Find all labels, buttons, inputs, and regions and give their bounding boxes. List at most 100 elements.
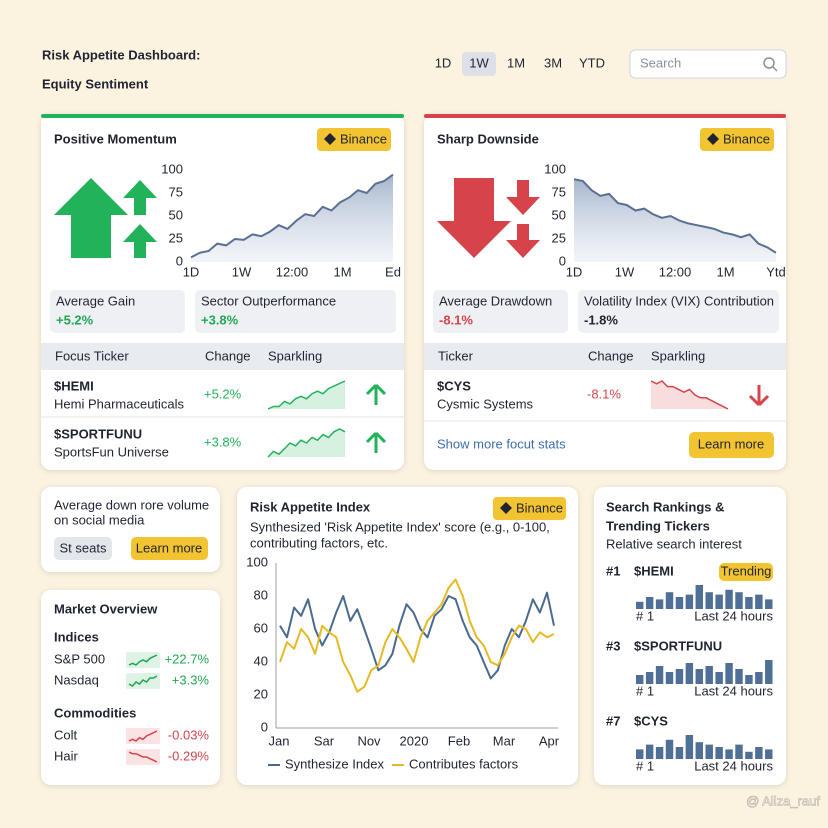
y-tick-label: 0: [261, 719, 268, 734]
column-header: Change: [588, 348, 634, 363]
stat-value: +5.2%: [56, 312, 94, 327]
card: [237, 487, 578, 785]
bar: [745, 675, 753, 684]
sparkline: [650, 380, 729, 410]
stat-value: -8.1%: [439, 312, 473, 327]
ticker: $CYS: [437, 378, 471, 393]
badge: [317, 128, 391, 151]
x-tick-label: Sar: [314, 733, 335, 748]
subtitle: contributing factors, etc.: [250, 535, 388, 550]
table-header: [41, 343, 404, 370]
bar: [715, 594, 723, 609]
axis-note: Last 24 hours: [694, 608, 773, 623]
y-tick-label: 100: [544, 161, 566, 176]
stat-box: [433, 290, 568, 333]
bar: [765, 749, 773, 759]
axis-note: # 1: [636, 608, 654, 623]
range-button[interactable]: 1D: [435, 55, 452, 70]
search-icon: [763, 57, 775, 69]
y-tick-label: 60: [254, 620, 268, 635]
x-tick-label: Ytd: [766, 264, 786, 279]
sparkline-area: [651, 381, 728, 409]
change: -8.1%: [587, 386, 621, 401]
sparkline: [128, 751, 158, 763]
y-tick-label: 80: [254, 587, 268, 602]
stat-box: [50, 290, 185, 333]
card: [594, 487, 786, 785]
bar: [735, 592, 743, 609]
rank: #1: [606, 563, 620, 578]
x-tick-label: Nov: [357, 733, 381, 748]
bar: [705, 744, 713, 759]
sparkline: [267, 428, 346, 458]
stat-value: +3.8%: [201, 312, 239, 327]
button-label[interactable]: Learn more: [698, 436, 764, 451]
x-tick-label: 12:00: [659, 264, 692, 279]
bar: [665, 672, 674, 684]
area: [574, 179, 776, 262]
watermark: @ Aliza_rauf: [746, 793, 820, 808]
bar: [685, 735, 694, 759]
title: Equity Sentiment: [42, 76, 149, 91]
bar: [655, 666, 664, 684]
badge-label: Binance: [723, 131, 770, 146]
range-button[interactable]: 1M: [507, 55, 525, 70]
range-button[interactable]: 1W: [469, 55, 489, 70]
bar: [645, 744, 654, 759]
y-tick-label: 20: [254, 686, 268, 701]
bar: [685, 594, 694, 609]
y-tick-label: 50: [552, 207, 566, 222]
item-name: Colt: [54, 727, 78, 742]
x-tick-label: 1W: [615, 264, 635, 279]
x-tick-label: 1W: [232, 264, 252, 279]
bar: [636, 749, 644, 759]
button-label[interactable]: St seats: [60, 540, 107, 555]
arrow-icon: [506, 180, 540, 215]
x-tick-label: Mar: [493, 733, 516, 748]
bar: [765, 660, 773, 684]
ticker: $SPORTFUNU: [634, 638, 722, 653]
item-change: -0.03%: [168, 727, 210, 742]
range-button[interactable]: YTD: [579, 55, 605, 70]
card-title: Market Overview: [54, 601, 158, 616]
range-button[interactable]: 3M: [544, 55, 562, 70]
search-box[interactable]: [629, 49, 787, 79]
arrow-icon: [123, 180, 157, 215]
card-accent: [424, 114, 786, 118]
stat-box: [195, 290, 396, 333]
column-header: Sparkling: [268, 348, 322, 363]
bar: [665, 739, 674, 759]
spark-bg: [126, 728, 160, 744]
bar: [655, 747, 664, 759]
item-change: +3.3%: [172, 672, 210, 687]
rank: #3: [606, 638, 620, 653]
x-tick-label: Feb: [448, 733, 470, 748]
axis-note: Last 24 hours: [694, 758, 773, 773]
item-change: +22.7%: [165, 651, 210, 666]
badge: [493, 497, 566, 520]
legend-label: Synthesize Index: [285, 756, 385, 771]
button[interactable]: [131, 537, 208, 560]
stat-label: Volatility Index (VIX) Contribution: [584, 293, 774, 308]
axis-note: # 1: [636, 758, 654, 773]
bar: [725, 749, 733, 759]
card-text: on social media: [54, 512, 145, 527]
bar: [695, 669, 703, 684]
arrow-icon: [123, 224, 157, 258]
arrow-icon: [54, 178, 128, 258]
button[interactable]: [54, 537, 112, 560]
sparkline: [128, 730, 158, 742]
legend-label: Contributes factors: [409, 756, 519, 771]
card-accent: [41, 114, 404, 118]
ticker: $SPORTFUNU: [54, 426, 142, 441]
button[interactable]: [689, 432, 774, 458]
bar: [755, 672, 763, 684]
button-label[interactable]: Learn more: [136, 540, 202, 555]
y-tick-label: 0: [559, 253, 566, 268]
bar: [715, 747, 723, 759]
column-header: Change: [205, 348, 251, 363]
stat-label: Average Drawdown: [439, 293, 552, 308]
change: +3.8%: [204, 434, 242, 449]
link[interactable]: Show more focut stats: [437, 436, 566, 451]
card-text: Average down rore volume: [54, 497, 209, 512]
